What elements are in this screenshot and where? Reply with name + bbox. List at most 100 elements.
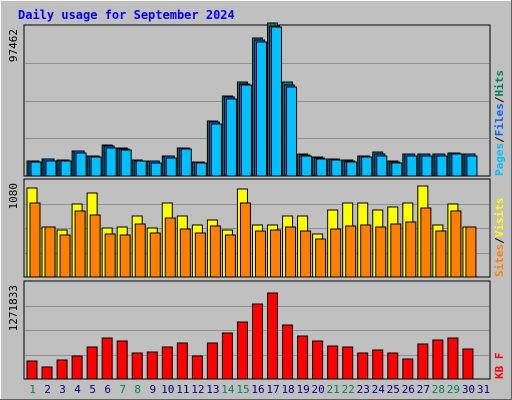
bar-sites-day-25 [390,223,402,278]
legend-text: Sites/Visits [493,198,506,278]
bar-pages-day-27 [421,155,433,177]
bar-kb-f-day-17 [267,292,279,380]
chart-title: Daily usage for September 2024 [18,8,235,22]
bar-pages-day-28 [436,155,448,177]
x-tick-label-day-11: 11 [176,383,189,396]
bar-pages-day-9 [150,162,162,177]
bar-sites-day-1 [29,202,41,278]
bar-sites-day-11 [179,228,191,278]
bar-pages-day-13 [210,123,222,177]
x-tick-label-day-19: 19 [296,383,309,396]
bar-kb-f-day-9 [146,351,158,380]
bar-kb-f-day-3 [56,359,68,380]
bar-pages-day-11 [180,148,192,177]
bar-sites-day-4 [74,210,86,278]
bar-kb-f-day-8 [131,352,143,380]
bar-pages-day-1 [30,161,42,177]
x-tick-label-day-8: 8 [134,383,141,396]
bar-sites-day-29 [450,210,462,278]
x-tick-label-day-22: 22 [342,383,355,396]
bar-pages-day-17 [271,26,283,177]
bar-kb-f-day-13 [206,342,218,380]
bar-sites-day-3 [59,234,71,278]
x-tick-label-day-2: 2 [44,383,51,396]
bar-kb-f-day-26 [402,358,414,380]
bar-sites-day-21 [330,228,342,278]
x-axis-day-labels: 1 2 3 4 5 6 7 8 9 10 11 12 13 14 15 16 17 18 19 20 21 22 23 24 2… [29,383,490,396]
x-tick-label-day-4: 4 [74,383,81,396]
x-tick-label-day-6: 6 [104,383,111,396]
bar-kb-f-day-2 [41,366,53,380]
x-tick-label-day-5: 5 [89,383,96,396]
bar-kb-f-day-21 [327,345,339,380]
y-axis-max-label: 1271833 [7,285,20,331]
x-tick-label-day-17: 17 [266,383,279,396]
bar-pages-day-12 [195,162,207,177]
bar-pages-day-4 [75,152,87,177]
bar-kb-f-day-11 [176,342,188,380]
x-tick-label-day-7: 7 [119,383,126,396]
bar-sites-day-14 [224,234,236,278]
x-tick-label-day-25: 25 [387,383,400,396]
legend-separator: / [493,136,506,143]
x-tick-label-day-10: 10 [161,383,174,396]
legend-item-pages: Pages [493,143,506,176]
bar-kb-f-day-6 [101,337,113,380]
bar-kb-f-day-16 [251,303,263,380]
bar-pages-day-8 [135,160,147,177]
bar-sites-day-13 [209,225,221,278]
legend-separator: / [493,237,506,244]
x-tick-label-day-15: 15 [236,383,249,396]
bar-pages-day-26 [406,155,418,177]
bar-pages-day-19 [301,155,313,177]
x-tick-label-day-21: 21 [327,383,340,396]
bar-kb-f-day-23 [357,352,369,380]
bar-kb-f-day-18 [282,324,294,380]
bar-sites-day-18 [285,226,297,278]
bar-pages-day-29 [451,153,463,177]
bar-sites-day-27 [420,207,432,278]
legend-text: KB F [493,353,506,380]
bar-sites-day-30 [465,226,477,278]
bar-pages-day-16 [255,41,267,177]
bar-kb-f-day-12 [191,355,203,380]
bar-sites-day-10 [164,217,176,278]
bar-pages-day-6 [105,147,117,177]
x-tick-label-day-12: 12 [191,383,204,396]
legend-item-files: Files [493,103,506,136]
bar-kb-f-day-29 [447,337,459,380]
bar-kb-f-day-28 [432,339,444,380]
x-tick-label-day-14: 14 [221,383,235,396]
bar-kb-f-day-10 [161,346,173,380]
bar-sites-day-16 [254,230,266,278]
x-tick-label-day-29: 29 [447,383,460,396]
x-tick-label-day-20: 20 [312,383,325,396]
x-tick-label-day-24: 24 [372,383,386,396]
bar-pages-day-30 [466,155,478,177]
bar-sites-day-15 [239,202,251,278]
bar-pages-day-18 [286,86,298,177]
bar-pages-day-2 [45,160,57,177]
bar-sites-day-9 [149,232,161,278]
x-tick-label-day-13: 13 [206,383,219,396]
bar-kb-f-day-1 [26,360,38,380]
bar-kb-f-day-20 [312,340,324,380]
bar-kb-f-day-24 [372,349,384,380]
bar-sites-day-19 [300,230,312,278]
bar-sites-day-5 [89,214,101,278]
legend-item-kb-f: KB F [493,353,506,380]
bar-kb-f-day-30 [462,348,474,380]
x-tick-label-day-16: 16 [251,383,264,396]
y-axis-max-label: 1080 [7,183,20,210]
bar-sites-day-22 [345,225,357,278]
bar-sites-day-8 [134,223,146,278]
bar-sites-day-17 [270,229,282,278]
bar-pages-day-10 [165,157,177,177]
x-tick-label-day-30: 30 [462,383,475,396]
chart-panels: 97462Pages/Files/Hits1080Sites/Visits127… [7,22,506,380]
bar-kb-f-day-5 [86,346,98,380]
legend: KB F [493,353,506,380]
bar-kb-f-day-4 [71,355,83,380]
legend-item-visits: Visits [493,198,506,238]
